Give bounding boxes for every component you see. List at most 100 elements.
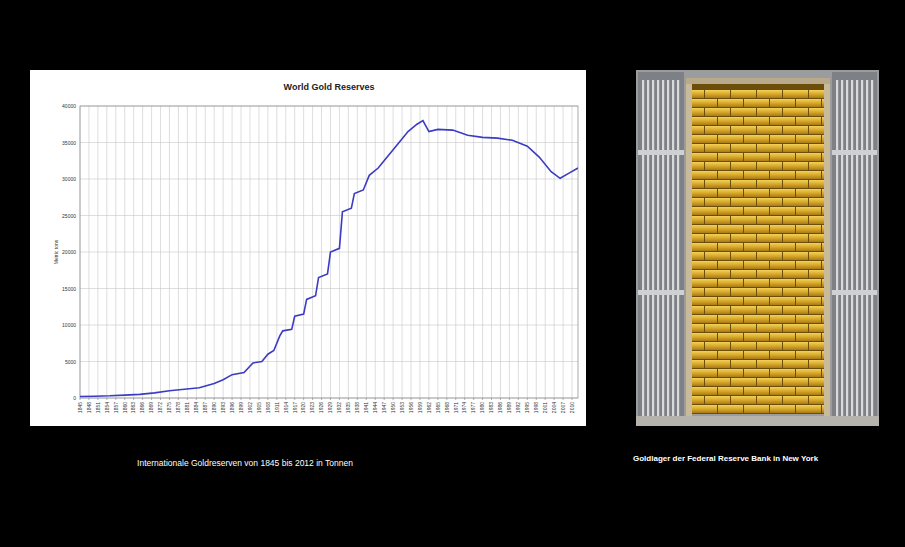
gold-bar: [822, 99, 824, 107]
x-tick-label: 1941: [363, 402, 369, 413]
gold-bar: [770, 135, 795, 143]
gold-bar: [757, 360, 782, 368]
x-tick-label: 1875: [166, 402, 172, 413]
x-tick-label: 1932: [336, 402, 342, 413]
gold-bar: [809, 342, 824, 350]
gold-bar: [731, 288, 756, 296]
gold-bar: [731, 90, 756, 98]
gold-bar: [796, 207, 821, 215]
gold-bar: [705, 252, 730, 260]
x-tick-label: 1956: [408, 402, 414, 413]
gold-stack-bg: [692, 84, 824, 414]
gold-bar: [822, 279, 824, 287]
gate-bar: [672, 80, 674, 416]
gold-bar: [692, 207, 717, 215]
gold-bar: [692, 198, 704, 206]
gold-bar: [783, 234, 808, 242]
x-tick-label: 1980: [479, 402, 485, 413]
grid-line: [509, 106, 510, 398]
gate-bar: [846, 80, 848, 416]
gold-bar: [692, 243, 717, 251]
gold-bar: [692, 270, 704, 278]
gate-bar: [652, 80, 654, 416]
grid-line: [80, 325, 578, 326]
grid: [80, 106, 578, 398]
gold-bar: [692, 306, 704, 314]
grid-line: [232, 106, 233, 398]
gold-bar: [809, 198, 824, 206]
grid-line: [357, 106, 358, 398]
gold-bar: [705, 126, 730, 134]
gold-bar: [757, 180, 782, 188]
grid-line: [223, 106, 224, 398]
gold-bar: [822, 351, 824, 359]
grid-line: [464, 106, 465, 398]
gold-bar: [822, 135, 824, 143]
gold-bar: [796, 297, 821, 305]
vault-photo: [636, 70, 879, 426]
gold-bar: [809, 234, 824, 242]
gate-rail: [832, 290, 877, 295]
background: [0, 0, 905, 547]
gold-bar: [822, 171, 824, 179]
gold-bar: [692, 405, 717, 413]
gate-rail: [638, 150, 684, 155]
gold-bar: [731, 270, 756, 278]
gate-bar: [841, 80, 843, 416]
gold-bar: [718, 99, 743, 107]
y-tick-label: 40000: [62, 103, 76, 109]
grid-line: [285, 106, 286, 398]
gold-bar: [809, 324, 824, 332]
gate-bar: [851, 80, 853, 416]
grid-line: [411, 106, 412, 398]
gold-bar: [809, 252, 824, 260]
door-frame: [686, 78, 830, 84]
gold-bar: [809, 216, 824, 224]
x-tick-label: 1896: [229, 402, 235, 413]
gold-bar: [783, 162, 808, 170]
gold-bar: [822, 405, 824, 413]
grid-line: [339, 106, 340, 398]
gold-bar: [770, 315, 795, 323]
gold-bar: [731, 126, 756, 134]
gold-bar: [796, 279, 821, 287]
grid-line: [196, 106, 197, 398]
gold-bar: [705, 144, 730, 152]
gold-bar: [692, 153, 717, 161]
gold-bar: [692, 90, 704, 98]
gold-bar: [692, 378, 704, 386]
x-tick-label: 1965: [435, 402, 441, 413]
gold-bar: [783, 180, 808, 188]
grid-line: [80, 361, 578, 362]
gold-bar: [809, 270, 824, 278]
x-tick-label: 1935: [345, 402, 351, 413]
x-tick-label: 1866: [139, 402, 145, 413]
gold-bar: [692, 369, 717, 377]
gate-rail: [832, 150, 877, 155]
x-tick-label: 1857: [113, 402, 119, 413]
grid-line: [536, 106, 537, 398]
y-tick-label: 15000: [62, 286, 76, 292]
gold-bar: [757, 108, 782, 116]
x-tick-label: 1944: [372, 402, 378, 413]
gold-bar: [705, 360, 730, 368]
gold-line: [80, 121, 578, 397]
gold-bar: [822, 261, 824, 269]
gold-bar: [770, 225, 795, 233]
grid-line: [80, 288, 578, 289]
gold-bar: [718, 351, 743, 359]
gold-bar: [705, 234, 730, 242]
gold-bar: [796, 315, 821, 323]
x-tick-label: 1893: [220, 402, 226, 413]
grid-line: [151, 106, 152, 398]
gold-bar: [783, 126, 808, 134]
gold-bar: [718, 369, 743, 377]
gold-bar: [796, 405, 821, 413]
gold-bar: [796, 333, 821, 341]
gold-bar: [822, 333, 824, 341]
gate-rail: [638, 290, 684, 295]
gold-bar: [718, 153, 743, 161]
x-tick-label: 1977: [470, 402, 476, 413]
grid-line: [178, 106, 179, 398]
gate-bar: [642, 80, 644, 416]
